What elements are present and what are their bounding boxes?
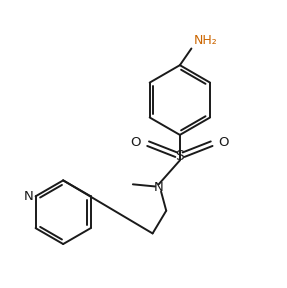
Text: N: N <box>154 181 164 194</box>
Text: N: N <box>24 190 33 203</box>
Text: O: O <box>131 136 141 149</box>
Text: O: O <box>219 136 229 149</box>
Text: S: S <box>176 149 184 163</box>
Text: NH₂: NH₂ <box>194 34 218 47</box>
